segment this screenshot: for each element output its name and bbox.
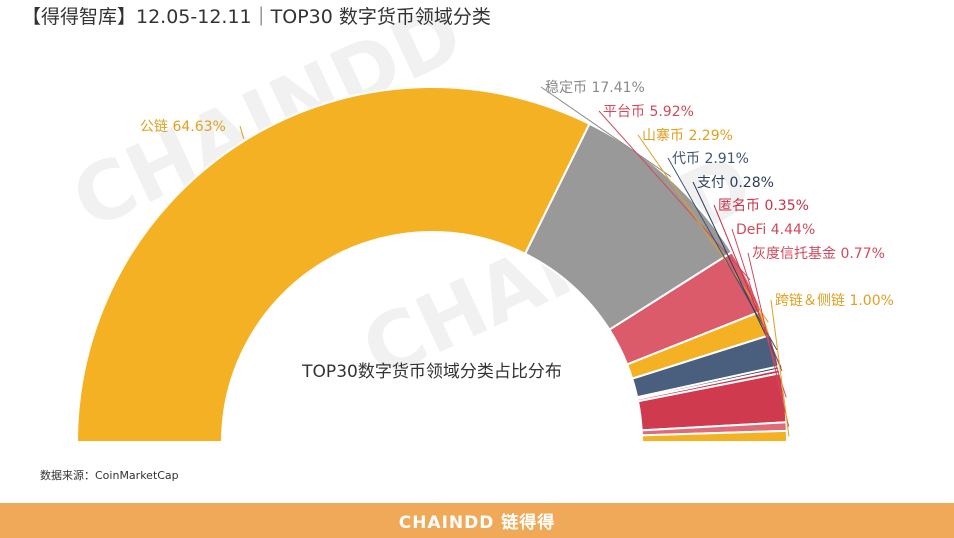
- page-title: 【得得智库】12.05-12.11｜TOP30 数字货币领域分类: [22, 6, 491, 28]
- leader-line-6: [713, 204, 783, 372]
- data-source: 数据来源：CoinMarketCap: [40, 469, 179, 482]
- leader-line-8: [747, 252, 790, 427]
- slices-layer: [75, 86, 789, 443]
- slice-0: [75, 86, 591, 443]
- leader-line-2: [598, 110, 751, 281]
- slice-label-0: 公链 64.63%: [140, 119, 226, 135]
- slice-label-2: 平台币 5.92%: [603, 104, 694, 120]
- slice-label-1: 稳定币 17.41%: [545, 80, 645, 96]
- slice-label-9: 跨链＆侧链 1.00%: [775, 293, 894, 309]
- leader-line-1: [540, 86, 672, 178]
- slice-9: [640, 429, 789, 443]
- connectors-layer: [239, 86, 790, 437]
- half-donut-chart: CHAINDD CHAINDD 公链 64.63%稳定币 17.41%平台币 5…: [59, 0, 894, 443]
- slice-label-7: DeFi 4.44%: [736, 222, 815, 238]
- slice-label-8: 灰度信托基金 0.77%: [752, 245, 885, 262]
- leader-line-7: [731, 228, 787, 398]
- leader-line-9: [770, 299, 790, 437]
- footer-brand: CHAINDD 链得得: [398, 513, 556, 533]
- slice-label-6: 匿名币 0.35%: [718, 198, 809, 214]
- leader-line-0: [239, 125, 245, 139]
- slice-label-3: 山寨币 2.29%: [642, 127, 733, 144]
- slice-label-5: 支付 0.28%: [697, 175, 774, 191]
- slice-label-4: 代币 2.91%: [672, 151, 749, 167]
- labels-layer: 公链 64.63% 稳定币 17.41% 平台币 5.92% 山寨币 2.29% 代币 …: [140, 80, 894, 309]
- leader-line-4: [667, 157, 778, 351]
- footer-bar: CHAINDD 链得得: [0, 503, 954, 538]
- leader-line-3: [637, 134, 769, 323]
- chart-title: TOP30数字货币领域分类占比分布: [301, 362, 562, 382]
